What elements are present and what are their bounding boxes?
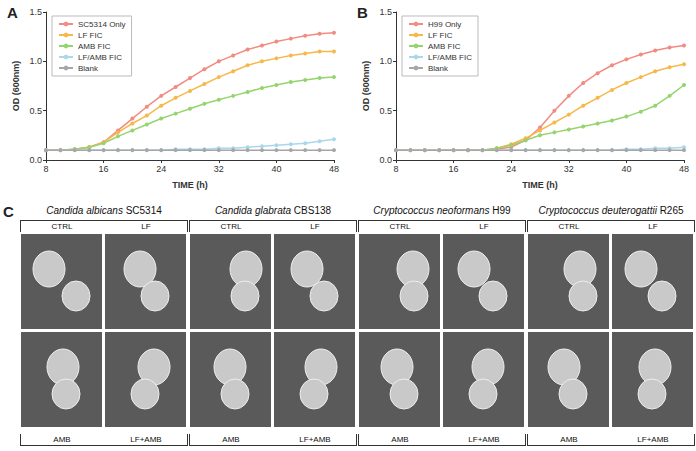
- svg-text:Blank: Blank: [428, 64, 449, 73]
- svg-text:40: 40: [271, 164, 281, 174]
- html-text:C: C: [3, 203, 14, 220]
- html-text:CTRL: CTRL: [220, 222, 242, 231]
- svg-text:H99 Only: H99 Only: [428, 20, 461, 29]
- html-text:AMB: AMB: [53, 435, 71, 444]
- svg-text:TIME (h): TIME (h): [522, 180, 558, 190]
- svg-text:AMB FIC: AMB FIC: [78, 42, 111, 51]
- svg-text:OD (600nm): OD (600nm): [361, 61, 371, 112]
- html-text:Cryptococcus deuterogattii R26: Cryptococcus deuterogattii R265: [538, 205, 684, 216]
- svg-text:LF FIC: LF FIC: [428, 31, 453, 40]
- svg-text:48: 48: [329, 164, 339, 174]
- svg-text:LF/AMB FIC: LF/AMB FIC: [78, 53, 122, 62]
- html-text:CTRL: CTRL: [389, 222, 411, 231]
- svg-text:40: 40: [621, 164, 631, 174]
- html-text:LF+AMB: LF+AMB: [299, 435, 331, 444]
- html-text:CTRL: CTRL: [558, 222, 580, 231]
- svg-text:OD (600nm): OD (600nm): [11, 61, 21, 112]
- svg-text:Blank: Blank: [78, 64, 99, 73]
- svg-text:8: 8: [393, 164, 398, 174]
- svg-text:48: 48: [679, 164, 689, 174]
- html-text:LF: LF: [141, 222, 151, 231]
- svg-text:A: A: [7, 4, 18, 21]
- svg-text:B: B: [357, 4, 368, 21]
- svg-text:24: 24: [506, 164, 516, 174]
- svg-text:1.0: 1.0: [379, 56, 392, 66]
- html-text:LF: LF: [648, 222, 658, 231]
- svg-text:32: 32: [214, 164, 224, 174]
- svg-text:SC5314 Only: SC5314 Only: [78, 20, 126, 29]
- html-text:LF: LF: [479, 222, 489, 231]
- svg-text:24: 24: [156, 164, 166, 174]
- html-text:CTRL: CTRL: [51, 222, 73, 231]
- svg-text:LF FIC: LF FIC: [78, 31, 103, 40]
- svg-text:0.0: 0.0: [29, 155, 42, 165]
- html-text:Cryptococcus neoformans H99: Cryptococcus neoformans H99: [373, 205, 511, 216]
- svg-text:1.5: 1.5: [379, 7, 392, 17]
- html-text:Candida glabrata CBS138: Candida glabrata CBS138: [214, 205, 332, 216]
- svg-text:TIME (h): TIME (h): [172, 180, 208, 190]
- html-text:AMB: AMB: [222, 435, 240, 444]
- svg-text:16: 16: [99, 164, 109, 174]
- html-text:Candida albicans SC5314: Candida albicans SC5314: [46, 205, 162, 216]
- html-text:LF+AMB: LF+AMB: [130, 435, 162, 444]
- svg-text:AMB FIC: AMB FIC: [428, 42, 461, 51]
- html-text:AMB: AMB: [560, 435, 578, 444]
- html-text:LF: LF: [310, 222, 320, 231]
- html-text:AMB: AMB: [391, 435, 409, 444]
- svg-text:0.5: 0.5: [29, 106, 42, 116]
- svg-text:16: 16: [449, 164, 459, 174]
- svg-text:0.5: 0.5: [379, 106, 392, 116]
- svg-text:1.5: 1.5: [29, 7, 42, 17]
- svg-text:8: 8: [43, 164, 48, 174]
- svg-text:1.0: 1.0: [29, 56, 42, 66]
- svg-text:0.0: 0.0: [379, 155, 392, 165]
- svg-text:LF/AMB FIC: LF/AMB FIC: [428, 53, 472, 62]
- svg-text:32: 32: [564, 164, 574, 174]
- html-text:LF+AMB: LF+AMB: [468, 435, 500, 444]
- html-text:LF+AMB: LF+AMB: [637, 435, 669, 444]
